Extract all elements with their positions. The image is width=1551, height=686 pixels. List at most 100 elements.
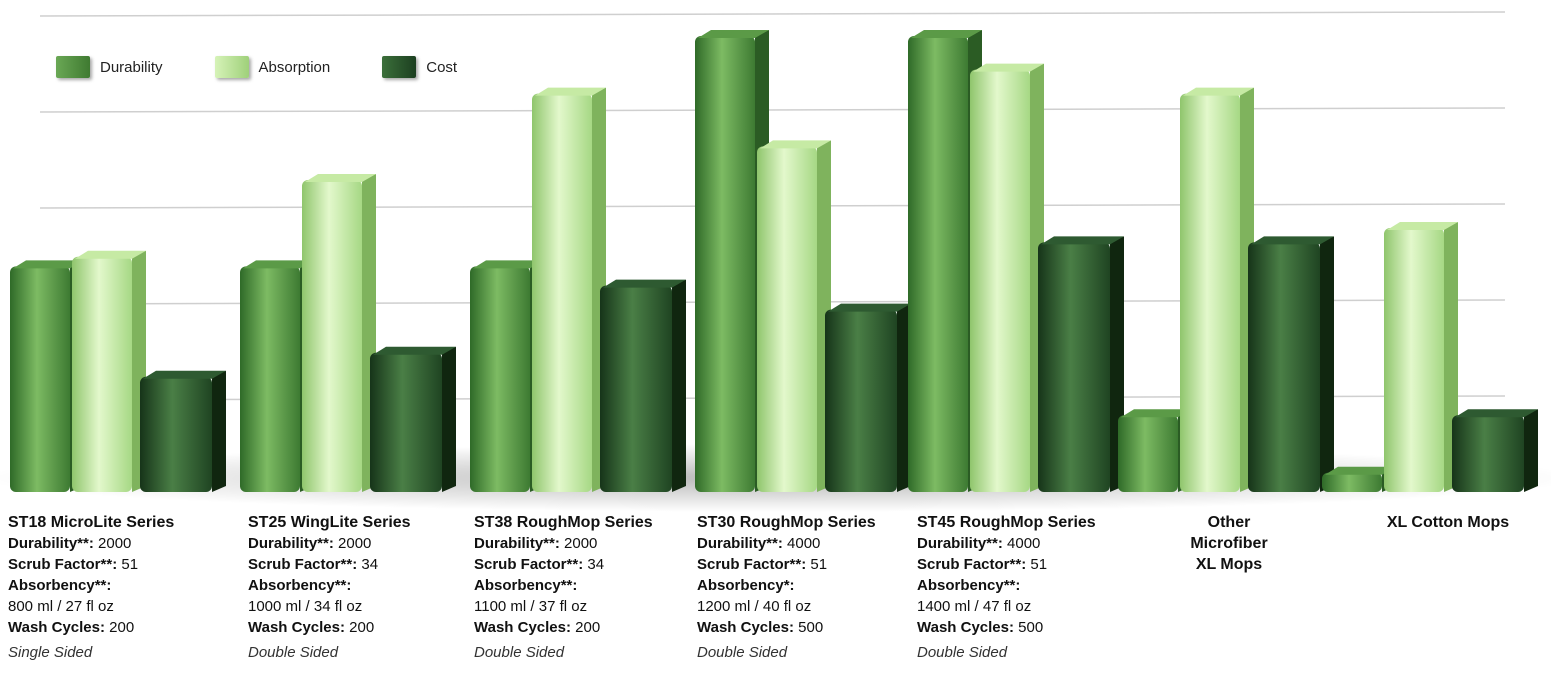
sided-note: Double Sided: [474, 644, 565, 661]
bar-cost: [1248, 242, 1320, 492]
bar-side: [1524, 409, 1538, 492]
absorption-swatch-icon: [214, 56, 249, 78]
bar-durability: [240, 266, 300, 492]
absorbency-value: 1200 ml / 40 fl oz: [697, 598, 812, 615]
scrub-key: Scrub Factor**:: [248, 556, 358, 573]
scrub-value: 34: [357, 556, 379, 573]
durability-value: 4000: [782, 535, 821, 552]
bar-side: [897, 303, 911, 492]
wash-value: 500: [793, 619, 824, 636]
wash-value: 200: [104, 619, 135, 636]
cost-swatch-icon: [382, 56, 417, 78]
product-name-line: Microfiber: [1190, 535, 1268, 552]
product-name: ST45 RoughMop Series: [917, 514, 1096, 531]
absorbency-value: 1100 ml / 37 fl oz: [474, 598, 588, 615]
sided-note: Single Sided: [8, 644, 93, 661]
absorbency-value: 1000 ml / 34 fl oz: [248, 598, 363, 615]
product-label-st45: ST45 RoughMop Series Durability**: 4000 …: [917, 512, 1132, 663]
bar-top: [1455, 409, 1538, 418]
bar-absorption: [970, 69, 1030, 492]
product-name: ST18 MicroLite Series: [8, 514, 175, 531]
product-label-st25: ST25 WingLite Series Durability**: 2000 …: [248, 512, 463, 663]
scrub-value: 51: [806, 556, 828, 573]
bar-top: [973, 63, 1044, 72]
scrub-value: 51: [117, 556, 139, 573]
bar-absorption: [1384, 228, 1444, 492]
bar-top: [143, 370, 226, 379]
bar-cost: [140, 376, 212, 492]
durability-key: Durability**:: [8, 535, 94, 552]
scrub-value: 34: [583, 556, 605, 573]
product-name-line: Other: [1207, 514, 1251, 531]
bar-top: [305, 174, 376, 182]
durability-swatch-icon: [56, 56, 90, 78]
bar-durability: [908, 36, 968, 492]
wash-key: Wash Cycles:: [8, 619, 105, 636]
bar-top: [1183, 87, 1254, 96]
scrub-value: 51: [1026, 556, 1048, 573]
wash-key: Wash Cycles:: [917, 619, 1014, 636]
wash-key: Wash Cycles:: [474, 619, 571, 636]
durability-value: 4000: [1002, 535, 1041, 552]
bar-top: [603, 279, 686, 288]
scrub-key: Scrub Factor**:: [474, 556, 584, 573]
bar-top: [1251, 236, 1334, 245]
absorbency-key: Absorbency**:: [917, 577, 1021, 594]
legend-item-cost: Cost: [382, 56, 457, 78]
durability-key: Durability**:: [248, 535, 334, 552]
bar-side: [672, 279, 686, 492]
gridline: [39, 107, 1506, 113]
bar-cost: [1038, 242, 1110, 492]
absorbency-key: Absorbency*:: [697, 577, 795, 594]
bar-top: [1387, 222, 1458, 230]
durability-value: 2000: [93, 535, 132, 552]
product-name-line: XL Cotton Mops: [1386, 514, 1510, 531]
legend-item-durability: Durability: [56, 56, 163, 78]
durability-key: Durability**:: [917, 535, 1003, 552]
bar-top: [473, 260, 544, 269]
product-name: ST25 WingLite Series: [248, 514, 411, 531]
wash-key: Wash Cycles:: [697, 619, 794, 636]
scrub-key: Scrub Factor**:: [8, 556, 118, 573]
product-name-line: XL Mops: [1195, 556, 1263, 573]
bar-top: [911, 30, 982, 38]
bar-top: [373, 346, 456, 355]
bar-absorption: [302, 180, 362, 492]
product-name: ST30 RoughMop Series: [697, 514, 876, 531]
bar-durability: [470, 266, 530, 492]
bar-top: [1121, 409, 1192, 418]
bar-chart: [0, 11, 1551, 512]
bars: [10, 30, 1538, 492]
bar-top: [75, 250, 146, 259]
bar-side: [1320, 236, 1334, 492]
product-label-xl-cotton: XL Cotton Mops: [1358, 512, 1538, 533]
product-label-st38: ST38 RoughMop Series Durability**: 2000 …: [474, 512, 689, 663]
scrub-key: Scrub Factor**:: [917, 556, 1027, 573]
bar-absorption: [532, 93, 592, 492]
bar-top: [698, 30, 769, 38]
product-name: ST38 RoughMop Series: [474, 514, 653, 531]
legend-label-absorption: Absorption: [258, 58, 331, 76]
bar-side: [212, 370, 226, 492]
absorbency-value: 800 ml / 27 fl oz: [8, 598, 114, 615]
absorbency-key: Absorbency**:: [8, 577, 112, 594]
durability-value: 2000: [559, 535, 598, 552]
category-labels: ST18 MicroLite Series Durability**: 2000…: [0, 512, 1551, 686]
durability-value: 2000: [333, 535, 372, 552]
bar-absorption: [1180, 93, 1240, 492]
bar-top: [828, 303, 911, 312]
durability-key: Durability**:: [697, 535, 783, 552]
sided-note: Double Sided: [697, 644, 788, 661]
bar-cost: [370, 352, 442, 492]
product-label-other-microfiber: Other Microfiber XL Mops: [1144, 512, 1314, 575]
wash-value: 500: [1013, 619, 1044, 636]
bar-cost: [1452, 415, 1524, 492]
legend: Durability Absorption Cost: [56, 56, 509, 78]
bar-side: [442, 346, 456, 492]
legend-label-cost: Cost: [426, 58, 458, 76]
durability-key: Durability**:: [474, 535, 560, 552]
sided-note: Double Sided: [917, 644, 1008, 661]
bar-absorption: [757, 146, 817, 492]
wash-value: 200: [570, 619, 601, 636]
absorbency-key: Absorbency**:: [474, 577, 578, 594]
